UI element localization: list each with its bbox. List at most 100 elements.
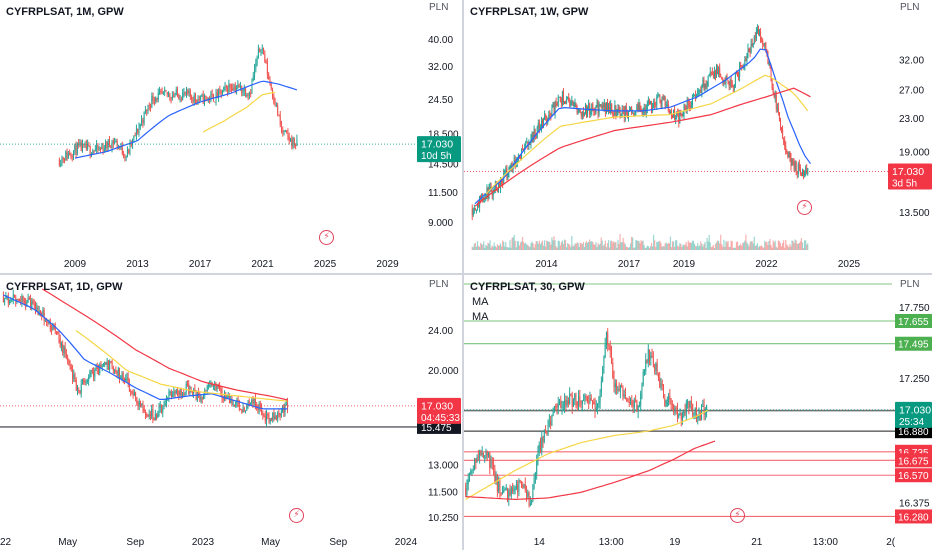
moving-average-line-1 (74, 80, 298, 159)
volume-bar (647, 246, 649, 250)
chart-panel-monthly[interactable]: PLN 2009 2013 2017 2021 2025 2029 40.00 32.00 24.… (0, 0, 461, 272)
candle-body (785, 146, 787, 153)
candle-body (500, 492, 502, 494)
candle-body (807, 168, 809, 175)
candle-body (128, 383, 130, 392)
candle-body (90, 370, 92, 372)
volume-bar (662, 245, 664, 250)
candle-body (288, 136, 290, 141)
candle-body (155, 97, 157, 102)
chart-panel-weekly[interactable]: PLN 2014 2017 2019 2022 2025 32.00 27.00 23.00 19… (464, 0, 932, 272)
lightning-icon[interactable]: ⚡ (289, 508, 304, 523)
candle-body (654, 364, 656, 371)
volume-bar (584, 242, 587, 250)
volume-bar (635, 240, 637, 250)
volume-bar (691, 240, 694, 250)
candle-body (197, 98, 199, 103)
lightning-icon[interactable]: ⚡ (797, 200, 812, 215)
candle-body (73, 374, 75, 379)
candle-body (83, 380, 85, 382)
volume-bar (750, 241, 752, 250)
candle-body (572, 100, 574, 106)
candle-body (679, 111, 681, 124)
candle-body (287, 400, 289, 410)
candle-body (156, 97, 158, 100)
candle-body (568, 96, 570, 102)
candle-body (147, 105, 149, 112)
volume-bar (777, 240, 779, 250)
candle-body (784, 140, 786, 147)
candle-body (553, 406, 555, 408)
candle-body (637, 104, 639, 111)
candle-body (539, 444, 541, 453)
ma-legend-2[interactable]: MA (472, 311, 489, 323)
candle-body (505, 167, 507, 171)
candle-body (202, 94, 204, 104)
volume-bar (524, 243, 526, 250)
candle-body (608, 344, 610, 346)
volume-bar (739, 245, 741, 250)
candle-body (793, 163, 795, 170)
candle-body (139, 124, 141, 128)
candle-body (802, 169, 804, 175)
chart-canvas-30min[interactable]: PLN 14 13:00 19 21 13:00 2(17.750 17.250 16.375 1… (464, 275, 932, 550)
candle-body (243, 407, 245, 412)
candle-body (25, 302, 27, 306)
candle-body (643, 107, 645, 111)
volume-bar (483, 241, 485, 250)
candle-body (512, 488, 514, 492)
chart-canvas-daily[interactable]: PLN 2022 May Sep 2023 May Sep 2024 24.00 20.000 13… (0, 275, 461, 550)
candle-body (632, 112, 634, 114)
candle-body (266, 414, 268, 422)
candle-body (719, 68, 721, 76)
chart-canvas-weekly[interactable]: PLN 2014 2017 2019 2022 2025 32.00 27.00 23.00 19… (464, 0, 932, 272)
candle-body (778, 112, 780, 120)
lightning-icon[interactable]: ⚡ (730, 508, 745, 523)
candle-body (756, 28, 758, 32)
volume-bar (496, 244, 499, 250)
candle-body (693, 413, 695, 415)
panel-divider-horizontal[interactable] (0, 273, 932, 275)
chart-panel-daily[interactable]: PLN 2022 May Sep 2023 May Sep 2024 24.00 20.000 13… (0, 275, 461, 550)
candle-body (86, 380, 88, 382)
candle-body (705, 83, 707, 87)
lightning-icon[interactable]: ⚡ (319, 230, 334, 245)
candle-body (692, 96, 694, 98)
volume-bar (724, 247, 726, 250)
candle-body (211, 384, 213, 387)
candle-body (509, 167, 511, 169)
candle-body (659, 378, 661, 388)
candle-body (531, 134, 533, 139)
panel-divider-vertical[interactable] (462, 0, 464, 550)
candle-body (83, 143, 85, 145)
candle-body (472, 468, 474, 470)
candle-body (194, 95, 196, 100)
candle-body (775, 95, 777, 109)
candle-body (619, 111, 621, 117)
candle-body (526, 490, 528, 497)
candle-body (560, 401, 562, 408)
moving-average-line-2 (465, 440, 716, 501)
candle-body (15, 296, 17, 302)
candle-body (156, 414, 158, 418)
candle-body (71, 155, 73, 158)
chart-canvas-monthly[interactable]: PLN 2009 2013 2017 2021 2025 2029 40.00 32.00 24.… (0, 0, 461, 272)
volume-bar (797, 243, 799, 250)
ma-legend-1[interactable]: MA (472, 296, 489, 308)
volume-bar (685, 242, 687, 250)
candle-body (282, 129, 284, 133)
candle-body (524, 484, 526, 491)
volume-bar (805, 240, 807, 250)
candle-body (472, 210, 474, 215)
volume-bar (689, 242, 691, 250)
candle-body (199, 396, 201, 401)
volume-bar (802, 247, 805, 250)
y-tick-label: 32.00 (428, 62, 453, 73)
x-tick-label: 2025 (314, 259, 337, 270)
candle-body (751, 43, 753, 47)
chart-panel-30min[interactable]: PLN 14 13:00 19 21 13:00 2(17.750 17.250 16.375 1… (464, 275, 932, 550)
candle-body (115, 370, 117, 374)
candle-body (665, 406, 667, 408)
candle-body (603, 103, 605, 108)
candle-body (117, 368, 119, 376)
